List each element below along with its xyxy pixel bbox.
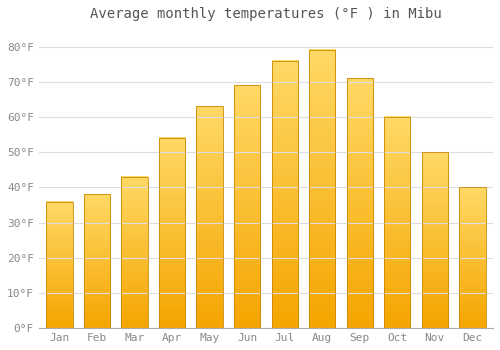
Title: Average monthly temperatures (°F ) in Mibu: Average monthly temperatures (°F ) in Mi…	[90, 7, 442, 21]
